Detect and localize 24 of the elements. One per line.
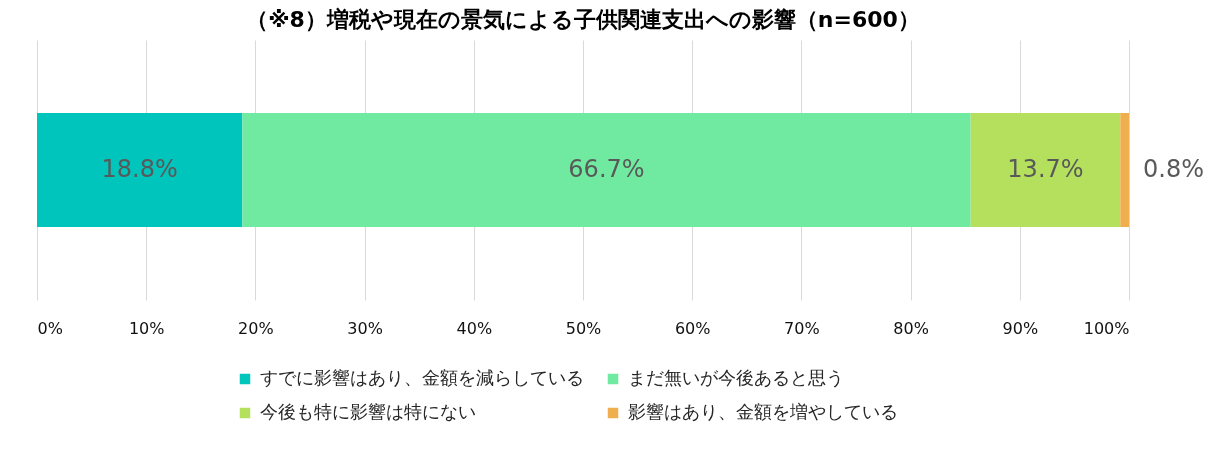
- data-label: 66.7%: [568, 155, 645, 183]
- data-label: 13.7%: [1007, 155, 1084, 183]
- x-tick-label: 30%: [347, 318, 383, 338]
- x-tick-label: 10%: [128, 318, 165, 338]
- bar: [1120, 112, 1129, 228]
- x-tick-label: 60%: [674, 318, 711, 338]
- x-tick-label: 100%: [1083, 318, 1130, 338]
- bar: [970, 112, 1121, 228]
- x-tick-label: 40%: [456, 318, 493, 338]
- x-tick-label: 0%: [37, 318, 63, 338]
- legend-label: 今後も特に影響は特にない: [260, 401, 476, 422]
- data-label: 18.8%: [101, 155, 178, 183]
- x-tick-label: 50%: [565, 318, 602, 338]
- bar: [242, 112, 971, 228]
- x-tick-label: 20%: [238, 318, 274, 338]
- legend-label: まだ無いが今後あると思う: [628, 367, 844, 388]
- legend-label: すでに影響はあり、金額を減らしている: [260, 367, 584, 388]
- x-tick-label: 80%: [893, 318, 929, 338]
- x-tick-label: 70%: [784, 318, 820, 338]
- chart-title: （※8）増税や現在の景気による子供関連支出への影響（n=600）: [246, 7, 920, 32]
- legend-label: 影響はあり、金額を増やしている: [628, 401, 898, 422]
- x-tick-label: 90%: [1002, 318, 1039, 338]
- bar: [37, 112, 243, 228]
- data-label: 0.8%: [1143, 155, 1204, 183]
